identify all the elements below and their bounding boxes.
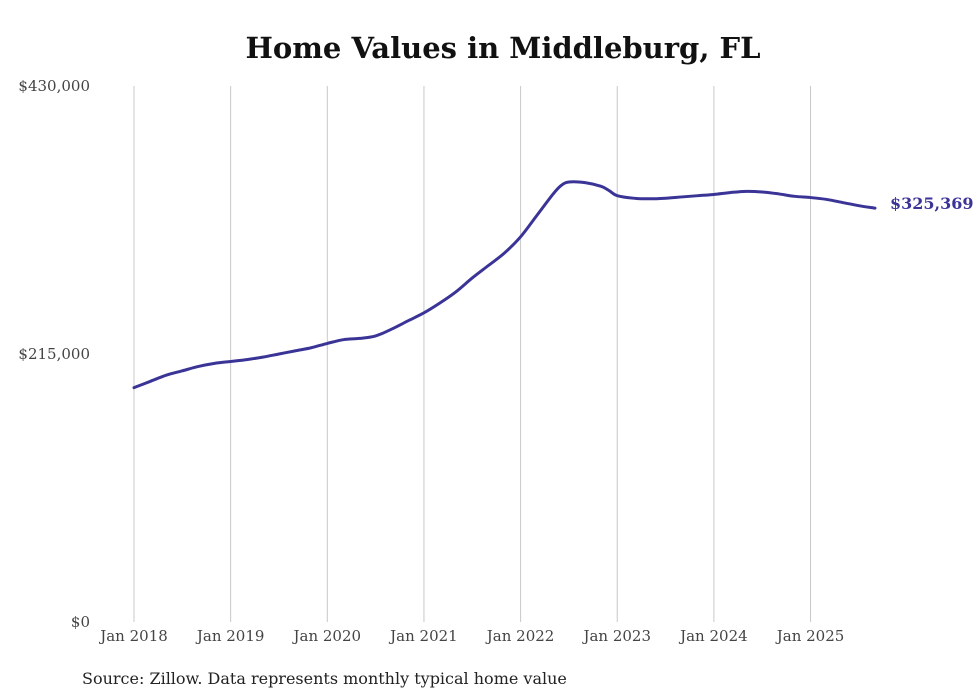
x-tick-label: Jan 2018 xyxy=(98,627,168,645)
x-axis-ticks: Jan 2018 Jan 2019 Jan 2020 Jan 2021 Jan 2022… xyxy=(98,627,844,645)
chart-title: Home Values in Middleburg, FL xyxy=(245,31,760,65)
y-tick-label: $215,000 xyxy=(18,345,90,363)
series-layer xyxy=(132,180,877,390)
series-line xyxy=(132,180,877,390)
x-tick-label: Jan 2019 xyxy=(195,627,265,645)
y-tick-label: $430,000 xyxy=(18,77,90,95)
x-tick-label: Jan 2020 xyxy=(292,627,362,645)
source-note: Source: Zillow. Data represents monthly … xyxy=(82,669,567,688)
x-tick-label: Jan 2025 xyxy=(775,627,845,645)
gridlines xyxy=(133,86,812,622)
x-tick-label: Jan 2021 xyxy=(388,627,458,645)
x-tick-label: Jan 2024 xyxy=(678,627,748,645)
x-tick-label: Jan 2023 xyxy=(581,627,651,645)
y-axis-ticks: $0 $215,000 $430,000 xyxy=(18,77,90,631)
y-tick-label: $0 xyxy=(71,613,90,631)
x-tick-label: Jan 2022 xyxy=(485,627,555,645)
last-value-label: $325,369 xyxy=(890,194,974,213)
